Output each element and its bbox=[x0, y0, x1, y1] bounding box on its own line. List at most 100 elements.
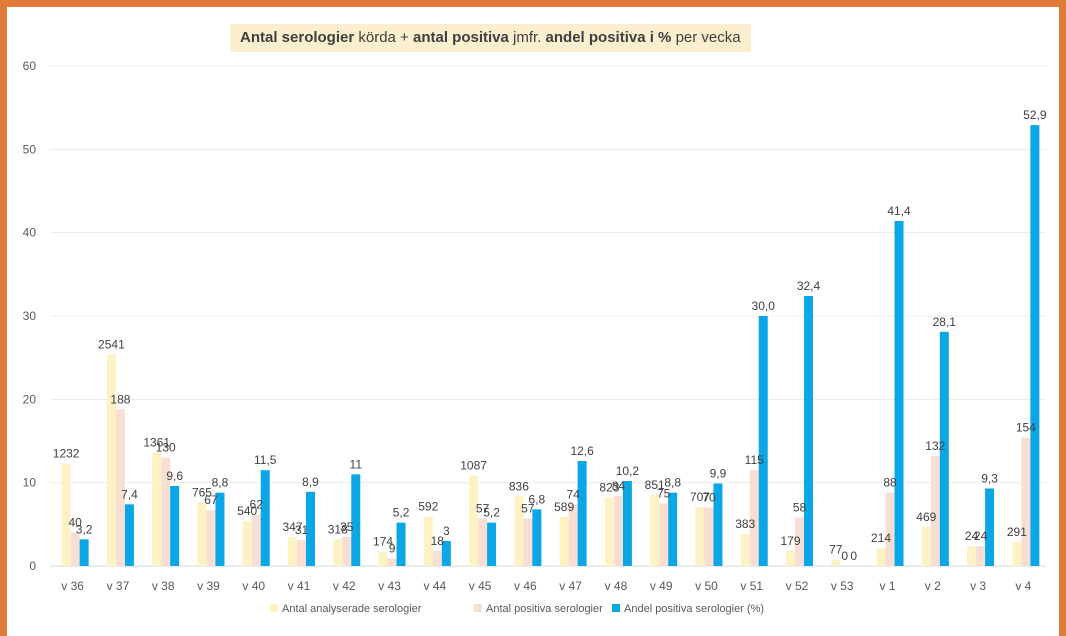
bar-series1-v52 bbox=[795, 517, 804, 566]
data-label-series0-v45: 1087 bbox=[460, 458, 487, 472]
data-label-series2-v4: 52,9 bbox=[1023, 108, 1047, 122]
bar-series2-v43 bbox=[396, 522, 406, 566]
x-tick-v1: v 1 bbox=[880, 579, 896, 593]
bar-series1-v40 bbox=[251, 514, 261, 566]
y-tick-50: 50 bbox=[23, 142, 37, 156]
x-tick-v45: v 45 bbox=[469, 579, 492, 593]
data-label-series2-v51: 30,0 bbox=[752, 299, 776, 313]
bar-series0-v45 bbox=[469, 475, 479, 566]
data-label-series2-v53: 0 bbox=[850, 549, 857, 563]
legend-swatch-1 bbox=[474, 604, 482, 612]
bar-series1-v51 bbox=[749, 470, 759, 566]
legend-label-1: Antal positiva serologier bbox=[486, 603, 603, 615]
bar-series1-v43 bbox=[387, 558, 397, 566]
data-label-series2-v48: 10,2 bbox=[616, 464, 640, 478]
legend-label-2: Andel positiva serologier (%) bbox=[624, 603, 764, 615]
data-label-series0-v1: 214 bbox=[871, 531, 891, 545]
grid-lines bbox=[50, 65, 1046, 567]
bar-series0-v52 bbox=[786, 551, 795, 566]
data-label-series2-v47: 12,6 bbox=[570, 444, 594, 458]
data-label-series2-v36: 3,2 bbox=[76, 522, 93, 536]
data-label-series1-v46: 57 bbox=[521, 502, 535, 516]
data-label-series2-v49: 8,8 bbox=[664, 476, 681, 490]
bar-series1-v3 bbox=[976, 546, 986, 566]
bar-series0-v2 bbox=[921, 526, 931, 566]
y-tick-40: 40 bbox=[23, 226, 37, 240]
bar-series1-v39 bbox=[206, 510, 216, 566]
data-label-series0-v43: 174 bbox=[373, 535, 393, 549]
bar-series1-v1 bbox=[885, 492, 895, 566]
y-tick-30: 30 bbox=[23, 309, 37, 323]
data-label-series1-v41: 31 bbox=[295, 523, 309, 537]
bar-series0-v43 bbox=[378, 551, 388, 566]
data-label-series1-v38: 130 bbox=[156, 441, 176, 455]
bar-series1-v47 bbox=[568, 504, 578, 566]
bar-series0-v47 bbox=[559, 516, 569, 566]
data-label-series2-v50: 9,9 bbox=[710, 467, 727, 481]
x-tick-v41: v 41 bbox=[288, 579, 311, 593]
bar-series0-v38 bbox=[152, 452, 162, 566]
bar-series0-v3 bbox=[967, 546, 977, 566]
data-label-series0-v40: 540 bbox=[237, 504, 257, 518]
bar-series0-v53 bbox=[831, 559, 841, 566]
data-label-series1-v42: 35 bbox=[340, 520, 354, 534]
x-tick-v48: v 48 bbox=[605, 579, 628, 593]
bar-series0-v44 bbox=[423, 516, 433, 566]
bar-series2-v39 bbox=[215, 492, 225, 566]
data-label-series0-v3: 24 bbox=[965, 529, 979, 543]
data-label-series0-v44: 592 bbox=[418, 500, 438, 514]
data-label-series1-v47: 74 bbox=[566, 487, 580, 501]
data-label-series1-v3: 24 bbox=[974, 529, 988, 543]
bar-series0-v48 bbox=[604, 497, 614, 566]
data-label-series2-v3: 9,3 bbox=[981, 472, 998, 486]
y-tick-20: 20 bbox=[23, 392, 37, 406]
x-tick-v46: v 46 bbox=[514, 579, 537, 593]
bar-series2-v38 bbox=[170, 486, 180, 566]
bar-series2-v42 bbox=[351, 474, 361, 566]
x-tick-v43: v 43 bbox=[378, 579, 401, 593]
x-tick-v37: v 37 bbox=[107, 579, 130, 593]
data-label-series0-v41: 347 bbox=[282, 520, 302, 534]
data-label-series1-v1: 88 bbox=[883, 476, 897, 490]
data-label-series2-v40: 11,5 bbox=[254, 453, 277, 467]
data-label-series0-v4: 291 bbox=[1007, 525, 1027, 539]
data-label-series0-v51: 383 bbox=[735, 517, 755, 531]
x-tick-v2: v 2 bbox=[925, 579, 941, 593]
bar-series2-v50 bbox=[713, 483, 723, 566]
x-tick-v44: v 44 bbox=[423, 579, 446, 593]
bar-series2-v48 bbox=[622, 481, 632, 566]
x-tick-v40: v 40 bbox=[242, 579, 265, 593]
data-label-series1-v48: 84 bbox=[612, 479, 626, 493]
title-part-1: körda + bbox=[354, 29, 413, 46]
data-label-series1-v53: 0 bbox=[841, 549, 848, 563]
bar-series2-v4 bbox=[1030, 125, 1040, 567]
y-tick-10: 10 bbox=[23, 476, 37, 490]
bar-series0-v4 bbox=[1012, 541, 1022, 566]
data-label-series0-v46: 836 bbox=[509, 479, 529, 493]
data-label-series2-v1: 41,4 bbox=[887, 204, 911, 218]
data-label-series1-v36: 40 bbox=[68, 516, 82, 530]
x-tick-v47: v 47 bbox=[559, 579, 582, 593]
bar-series1-v2 bbox=[930, 456, 940, 566]
data-label-series0-v37: 2541 bbox=[98, 337, 125, 351]
x-tick-v3: v 3 bbox=[970, 579, 986, 593]
bar-series2-v40 bbox=[260, 470, 270, 566]
data-label-series1-v40: 62 bbox=[250, 497, 264, 511]
title-part-3: jmfr. bbox=[508, 29, 546, 46]
y-tick-0: 0 bbox=[29, 559, 36, 573]
bar-series0-v46 bbox=[514, 496, 524, 566]
data-label-series0-v38: 1361 bbox=[143, 436, 170, 450]
bars bbox=[61, 125, 1040, 567]
data-label-series1-v44: 18 bbox=[431, 534, 445, 548]
data-label-series2-v41: 8,9 bbox=[302, 475, 319, 489]
x-tick-v51: v 51 bbox=[740, 579, 763, 593]
bar-series1-v36 bbox=[70, 532, 80, 566]
title-part-2: antal positiva bbox=[413, 29, 509, 46]
data-label-series0-v2: 469 bbox=[916, 510, 936, 524]
data-label-series0-v39: 765 bbox=[192, 485, 212, 499]
bar-series1-v50 bbox=[704, 507, 714, 566]
data-label-series1-v2: 132 bbox=[925, 439, 945, 453]
bar-series0-v1 bbox=[876, 548, 886, 566]
bar-series2-v47 bbox=[577, 461, 587, 566]
